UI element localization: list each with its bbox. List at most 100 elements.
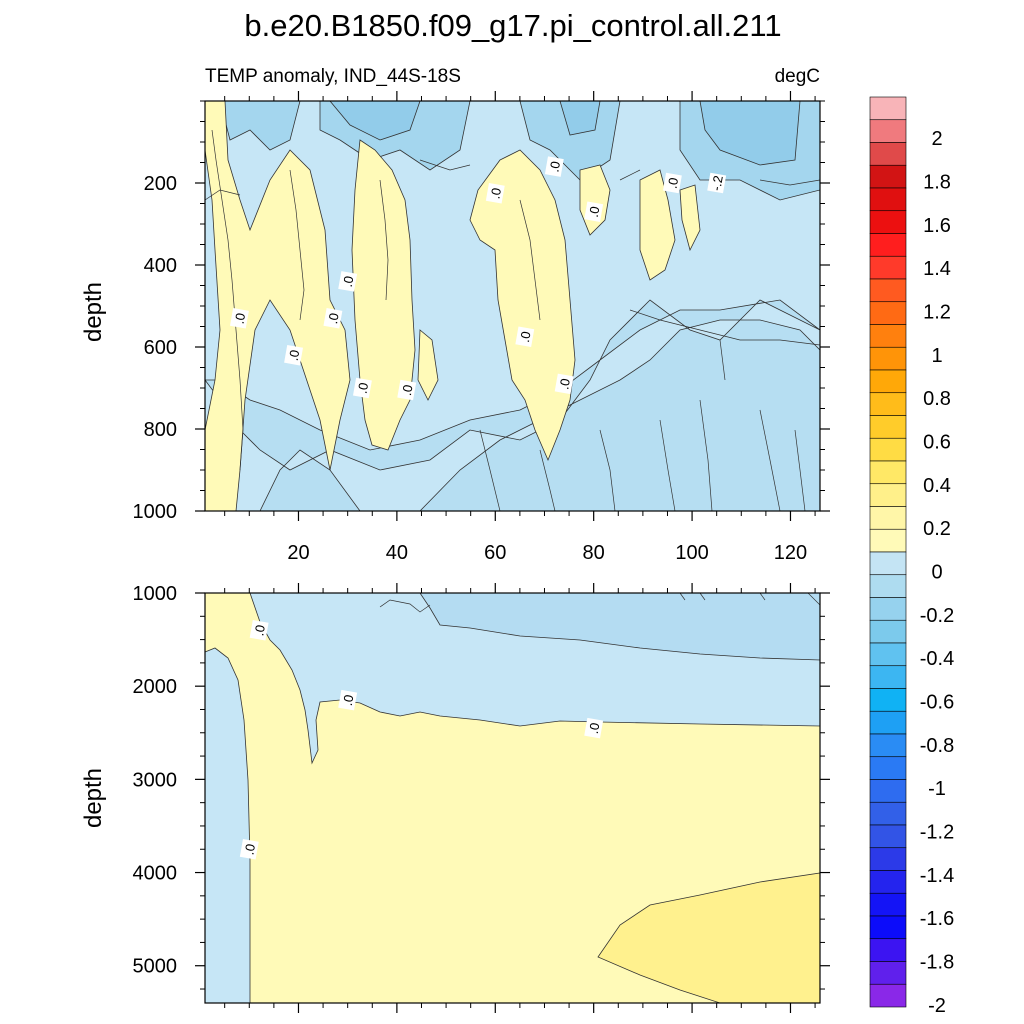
contour-label: .0 xyxy=(584,201,604,222)
contour-label: .0 xyxy=(397,379,417,401)
colorbar-box xyxy=(869,119,907,143)
contour-label-box xyxy=(229,308,249,329)
contour-label-box xyxy=(662,172,682,194)
contour-label-text: .0 xyxy=(546,160,563,173)
colorbar-label: -1.2 xyxy=(920,822,954,844)
colorbar-box xyxy=(869,938,907,962)
colorbar-box xyxy=(869,164,907,189)
colorbar-box xyxy=(869,892,907,917)
contour-label: .0 xyxy=(662,172,682,194)
x-tick-label: 80 xyxy=(583,542,605,564)
colorbar-box xyxy=(869,96,907,121)
upper-contour-fills xyxy=(204,100,821,512)
contour-label: -.2 xyxy=(707,172,727,194)
contour-label-box xyxy=(584,201,604,222)
contour-label-text: .0 xyxy=(340,275,357,288)
contour-label-text: .0 xyxy=(665,176,682,189)
lower-plot-frame xyxy=(204,592,821,1004)
colorbar-label: 0.8 xyxy=(923,388,951,410)
contour-label: .0 xyxy=(284,344,304,366)
colorbar-box xyxy=(869,870,907,894)
colorbar-label: 1.2 xyxy=(923,302,951,324)
upper-y-axis-label: depth xyxy=(80,282,107,342)
upper-y-tick-label: 1000 xyxy=(133,501,178,523)
contour-label-text: .0 xyxy=(487,187,504,200)
colorbar-box xyxy=(869,801,907,826)
contour-label: .0 xyxy=(554,373,574,395)
units-string: degC xyxy=(775,66,820,87)
colorbar-box xyxy=(869,324,907,348)
lower-x-ticks xyxy=(224,583,816,1013)
colorbar-label: -1.8 xyxy=(920,952,954,974)
contour-label-box xyxy=(544,156,564,177)
lower-y-axis-label: depth xyxy=(80,768,107,828)
contour-label: .0 xyxy=(249,620,269,641)
upper-yellow-fill-a xyxy=(204,100,351,512)
colorbar-box xyxy=(869,574,907,598)
colorbar-label: 1.8 xyxy=(923,172,951,194)
lower-contour-fills xyxy=(204,592,821,1004)
colorbar-label: -1 xyxy=(928,778,946,800)
contour-label-text: .0 xyxy=(232,312,249,325)
lower-y-ticks: 1000 2000 3000 4000 5000 xyxy=(133,583,830,990)
colorbar-box xyxy=(869,346,907,371)
lower-contour-lines xyxy=(379,592,821,613)
colorbar-box xyxy=(869,619,907,644)
colorbar-box xyxy=(869,210,907,234)
chart-title: b.e20.B1850.f09_g17.pi_control.all.211 xyxy=(244,8,781,43)
contour-label: .0 xyxy=(229,308,249,329)
lower-y-tick-label: 2000 xyxy=(133,676,178,698)
left-string: TEMP anomaly, IND_44S-18S xyxy=(205,66,461,87)
colorbar-label: -1.6 xyxy=(920,908,954,930)
upper-contour-lines xyxy=(204,129,821,512)
colorbar-label: 0.6 xyxy=(923,432,951,454)
colorbar-box xyxy=(869,733,907,758)
colorbar-box xyxy=(869,688,907,712)
contour-label: .0 xyxy=(338,689,358,711)
colorbar-box xyxy=(869,779,907,803)
colorbar-label: 2 xyxy=(931,128,942,150)
colorbar-box xyxy=(869,301,907,325)
upper-x-ticks xyxy=(224,91,816,521)
contour-label-box xyxy=(352,377,372,399)
upper-contour-line-7 xyxy=(629,309,821,381)
upper-y-tick-label: 400 xyxy=(144,255,177,277)
colorbar-box xyxy=(869,915,907,940)
contour-label-box xyxy=(338,689,358,711)
colorbar-label: -2 xyxy=(928,995,946,1017)
colorbar-label: -0.8 xyxy=(920,735,954,757)
colorbar-label: -0.6 xyxy=(920,692,954,714)
colorbar-box xyxy=(869,142,907,166)
contour-label-box xyxy=(707,172,727,194)
colorbar-box xyxy=(869,483,907,507)
lower-y-tick-label: 3000 xyxy=(133,769,178,791)
upper-contour-line-5 xyxy=(479,399,806,512)
colorbar-box xyxy=(869,756,907,780)
contour-label-box xyxy=(515,326,535,348)
colorbar-box xyxy=(869,847,907,871)
contour-label-box xyxy=(485,182,505,204)
contour-label: .0 xyxy=(584,717,604,739)
colorbar-box xyxy=(869,528,907,553)
contour-label-text: .0 xyxy=(340,694,357,707)
colorbar-box xyxy=(869,961,907,985)
contour-label-text: .0 xyxy=(399,383,416,396)
contour-label-box xyxy=(584,717,604,739)
colorbar-label: -1.4 xyxy=(920,865,954,887)
contour-label-box xyxy=(284,344,304,366)
colorbar-label: 1 xyxy=(931,345,942,367)
contour-label-text: .0 xyxy=(325,312,342,325)
contour-label-box xyxy=(239,838,259,860)
colorbar-label: 0.2 xyxy=(923,518,951,540)
upper-y-tick-label: 600 xyxy=(144,337,177,359)
x-tick-label: 20 xyxy=(287,542,309,564)
contour-label-text: -.2 xyxy=(708,174,725,192)
colorbar-box xyxy=(869,597,907,621)
upper-contour-line-6 xyxy=(204,159,821,201)
colorbar-box xyxy=(869,460,907,485)
contour-label: .0 xyxy=(338,271,358,292)
contour-label-text: .0 xyxy=(241,843,258,856)
lower-panel: 1000 2000 3000 4000 5000 .0 .0 .0 .0 depth xyxy=(80,583,830,1013)
contour-label-text: .0 xyxy=(355,381,372,394)
